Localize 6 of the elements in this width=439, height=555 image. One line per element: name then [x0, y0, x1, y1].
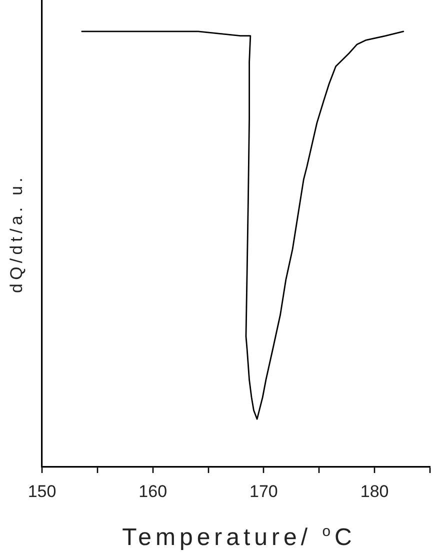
x-tick-label: 150 [28, 482, 56, 501]
x-tick-label: 160 [138, 482, 168, 501]
x-tick-label: 170 [250, 482, 278, 501]
x-tick-label: 180 [360, 482, 389, 501]
x-axis-title: Temperature/ $^{o}$C [121, 524, 357, 551]
y-axis-title: dQ/dt/a. u. [7, 174, 27, 293]
